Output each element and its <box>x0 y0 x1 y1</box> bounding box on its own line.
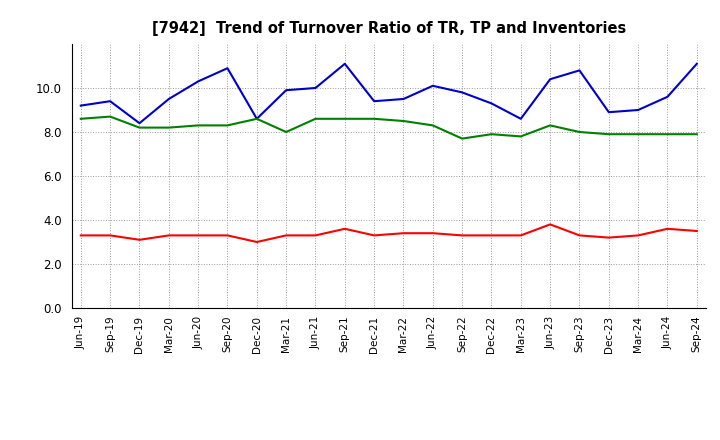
Trade Receivables <box>341 226 349 231</box>
Trade Payables <box>546 77 554 82</box>
Trade Receivables <box>487 233 496 238</box>
Inventories <box>76 116 85 121</box>
Inventories <box>135 125 144 130</box>
Trade Payables <box>194 79 202 84</box>
Inventories <box>370 116 379 121</box>
Inventories <box>663 132 672 137</box>
Trade Payables <box>135 121 144 126</box>
Inventories <box>164 125 173 130</box>
Trade Payables <box>516 116 525 121</box>
Inventories <box>253 116 261 121</box>
Line: Inventories: Inventories <box>81 117 697 139</box>
Line: Trade Receivables: Trade Receivables <box>81 224 697 242</box>
Trade Payables <box>311 85 320 91</box>
Trade Receivables <box>76 233 85 238</box>
Inventories <box>546 123 554 128</box>
Trade Payables <box>605 110 613 115</box>
Trade Receivables <box>605 235 613 240</box>
Trade Receivables <box>164 233 173 238</box>
Trade Payables <box>487 101 496 106</box>
Trade Payables <box>458 90 467 95</box>
Trade Payables <box>399 96 408 102</box>
Trade Payables <box>76 103 85 108</box>
Inventories <box>223 123 232 128</box>
Trade Payables <box>164 96 173 102</box>
Inventories <box>634 132 642 137</box>
Inventories <box>487 132 496 137</box>
Trade Payables <box>253 116 261 121</box>
Trade Receivables <box>194 233 202 238</box>
Trade Payables <box>693 61 701 66</box>
Inventories <box>575 129 584 135</box>
Trade Receivables <box>223 233 232 238</box>
Inventories <box>194 123 202 128</box>
Trade Payables <box>223 66 232 71</box>
Title: [7942]  Trend of Turnover Ratio of TR, TP and Inventories: [7942] Trend of Turnover Ratio of TR, TP… <box>152 21 626 36</box>
Trade Receivables <box>634 233 642 238</box>
Trade Receivables <box>370 233 379 238</box>
Trade Payables <box>634 107 642 113</box>
Trade Payables <box>663 94 672 99</box>
Inventories <box>693 132 701 137</box>
Trade Receivables <box>428 231 437 236</box>
Inventories <box>282 129 290 135</box>
Inventories <box>399 118 408 124</box>
Trade Payables <box>575 68 584 73</box>
Trade Receivables <box>253 239 261 245</box>
Trade Receivables <box>575 233 584 238</box>
Inventories <box>458 136 467 141</box>
Trade Payables <box>282 88 290 93</box>
Trade Receivables <box>311 233 320 238</box>
Trade Receivables <box>693 228 701 234</box>
Inventories <box>428 123 437 128</box>
Inventories <box>106 114 114 119</box>
Inventories <box>516 134 525 139</box>
Trade Payables <box>428 83 437 88</box>
Trade Receivables <box>106 233 114 238</box>
Trade Payables <box>341 61 349 66</box>
Line: Trade Payables: Trade Payables <box>81 64 697 123</box>
Trade Receivables <box>399 231 408 236</box>
Inventories <box>605 132 613 137</box>
Trade Receivables <box>516 233 525 238</box>
Trade Receivables <box>546 222 554 227</box>
Inventories <box>341 116 349 121</box>
Trade Payables <box>370 99 379 104</box>
Trade Receivables <box>135 237 144 242</box>
Trade Receivables <box>282 233 290 238</box>
Trade Receivables <box>458 233 467 238</box>
Inventories <box>311 116 320 121</box>
Trade Payables <box>106 99 114 104</box>
Trade Receivables <box>663 226 672 231</box>
